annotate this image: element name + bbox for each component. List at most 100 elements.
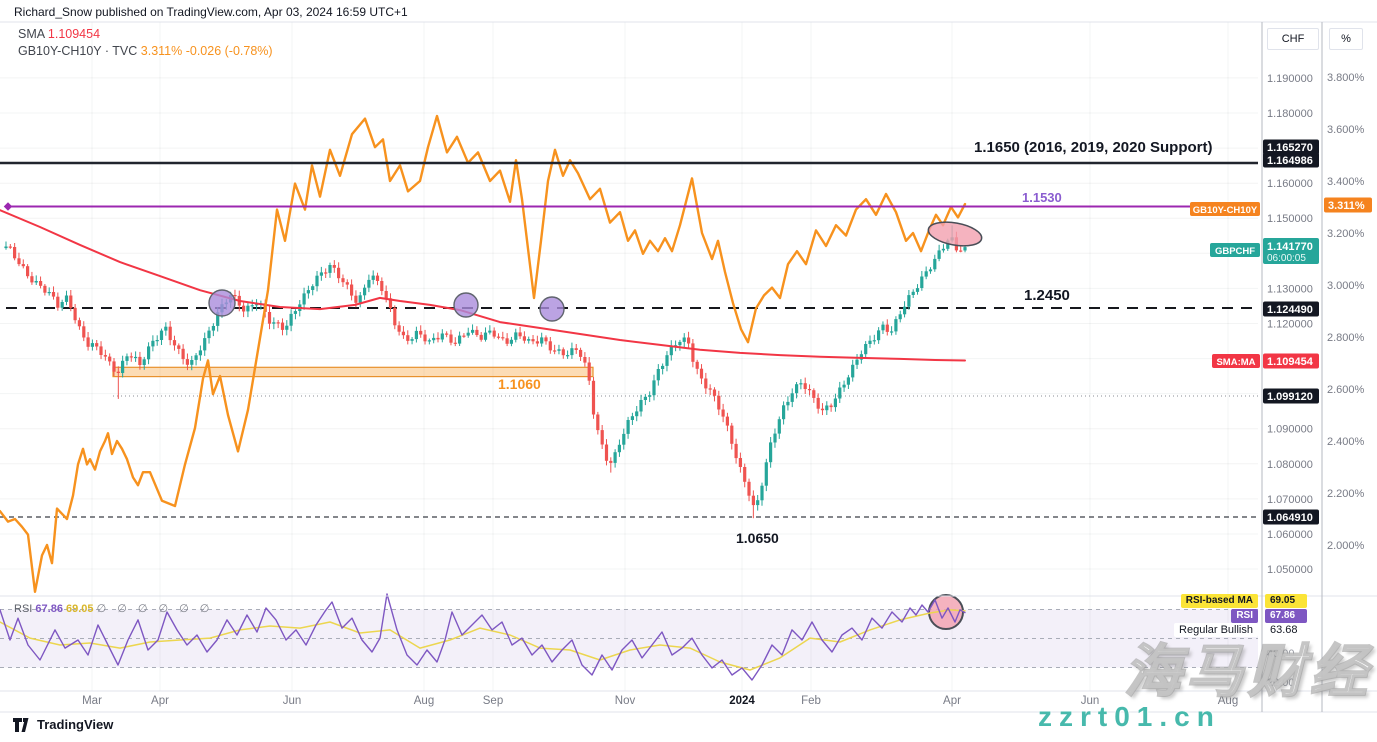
pink-ellipse-marker[interactable] [927, 218, 984, 249]
candlestick-series [4, 225, 967, 519]
sma-value: 1.109454 [47, 27, 101, 41]
price-axis-tag-text: 1.124490 [1267, 304, 1313, 316]
time-axis-label: Apr [943, 695, 961, 707]
pct-axis-tag [1324, 197, 1372, 213]
chf-axis-tick: 1.070000 [1267, 494, 1313, 506]
chf-axis-tick: 1.180000 [1267, 108, 1313, 120]
pct-axis-tick: 2.400% [1327, 436, 1365, 448]
pct-axis-tick: 2.800% [1327, 332, 1365, 344]
price-axis-tag [1263, 152, 1319, 168]
pct-axis-tick: 2.200% [1327, 488, 1365, 500]
time-axis-label: Jun [283, 695, 302, 707]
series-name-tag [1210, 243, 1260, 257]
tradingview-logo-icon [13, 717, 29, 732]
time-axis-label: Aug [1218, 695, 1238, 707]
time-axis-label: Aug [414, 695, 434, 707]
time-axis-label: Mar [82, 695, 102, 707]
pct-axis-tick: 3.400% [1327, 176, 1365, 188]
legend-sma-row[interactable]: SMA 1.109454 [18, 26, 273, 43]
chf-axis-tick: 1.190000 [1267, 73, 1313, 85]
rsi-axis-value: 67.86 [1265, 609, 1307, 623]
chf-axis-tick: 1.130000 [1267, 283, 1313, 295]
purple-line-handle[interactable] [3, 202, 13, 211]
footer-brand[interactable]: TradingView [13, 717, 113, 732]
rsi-legend-row[interactable]: RSI 67.86 69.05 ∅ ∅ ∅ ∅ ∅ ∅ [14, 602, 213, 615]
symbol-change: -0.026 (-0.78%) [185, 44, 273, 58]
rsi-ma-axis-value: 69.05 [1265, 594, 1307, 608]
rsi-scale-label: 20.00 [1267, 677, 1295, 689]
gbpchf-countdown: 06:00:05 [1267, 253, 1306, 264]
chf-axis-tick: 1.150000 [1267, 213, 1313, 225]
pct-axis-tick: 3.600% [1327, 124, 1365, 136]
chf-axis-tick: 1.080000 [1267, 459, 1313, 471]
price-axis-tag-text: 1.099120 [1267, 391, 1313, 403]
purple-circle-marker[interactable] [539, 296, 565, 322]
tradingview-logo-text: TradingView [37, 717, 114, 732]
regular-bullish-value: 63.68 [1265, 623, 1307, 637]
series-name-tag-text: GB10Y-CH10Y [1193, 205, 1258, 216]
time-axis-label: Nov [615, 695, 636, 707]
rsi-tag: RSI [1231, 609, 1258, 623]
time-axis-label: Jun [1081, 695, 1100, 707]
regular-bullish-label: Regular Bullish [1174, 623, 1258, 637]
price-axis-tag-text: 1.165270 [1267, 142, 1313, 154]
price-axis-tag [1263, 353, 1319, 369]
chf-axis-tick: 1.160000 [1267, 178, 1313, 190]
symbol-label: GB10Y-CH10Y · TVC [18, 44, 138, 58]
rsi-ma-axis-row: RSI-based MA 69.05 [0, 594, 1377, 608]
watermark-chinese: 海马财经 [1123, 639, 1372, 705]
gbpchf-price-tag [1263, 238, 1319, 264]
rsi-ma-tag: RSI-based MA [1180, 594, 1258, 608]
time-axis-label: Apr [151, 695, 169, 707]
watermark-site: zzrt01.cn [1038, 701, 1221, 732]
time-axis-label: Sep [483, 695, 503, 707]
price-axis-tag [1263, 388, 1319, 404]
pct-axis-tick: 2.600% [1327, 384, 1365, 396]
low-level-annotation[interactable]: 1.0650 [736, 530, 779, 546]
series-name-tag [1190, 202, 1260, 216]
series-name-tag [1212, 354, 1260, 368]
rsi-axis-row: RSI 67.86 [0, 609, 1377, 623]
price-axis-percent-button[interactable]: % [1329, 28, 1363, 50]
price-axis-tag [1263, 301, 1319, 317]
price-axis-currency-button[interactable]: CHF [1267, 28, 1319, 50]
rsi-hidden-values: ∅ ∅ ∅ ∅ ∅ ∅ [96, 603, 214, 615]
rsi-ma-line [0, 609, 966, 671]
purple-circle-marker[interactable] [453, 292, 479, 318]
published-byline: Richard_Snow published on TradingView.co… [14, 5, 408, 19]
time-axis-label: 2024 [729, 695, 755, 707]
rsi-line [0, 593, 966, 681]
time-axis-label: Feb [801, 695, 821, 707]
pct-axis-tag-text: 3.311% [1328, 200, 1365, 212]
series-name-tag-text: SMA:MA [1216, 357, 1255, 368]
legend-symbol-row[interactable]: GB10Y-CH10Y · TVC 3.311% -0.026 (-0.78%) [18, 43, 273, 60]
chf-axis-tick: 1.060000 [1267, 529, 1313, 541]
support-zone-rect[interactable] [112, 366, 594, 378]
pct-axis-tick: 3.000% [1327, 280, 1365, 292]
zone-level-annotation[interactable]: 1.1060 [498, 376, 541, 392]
spread-line [0, 114, 967, 593]
dashed-level-annotation[interactable]: 1.2450 [1024, 287, 1070, 304]
chf-axis-tick: 1.090000 [1267, 424, 1313, 436]
purple-level-annotation[interactable]: 1.1530 [1022, 190, 1062, 205]
chart-legend: SMA 1.109454 GB10Y-CH10Y · TVC 3.311% -0… [18, 26, 273, 60]
rsi-ma-value: 69.05 [66, 603, 94, 615]
regular-bullish-row: Regular Bullish 63.68 [0, 623, 1377, 637]
series-name-tag-text: GBPCHF [1215, 246, 1255, 257]
pct-axis-tick: 3.200% [1327, 228, 1365, 240]
pct-axis-tick: 3.800% [1327, 72, 1365, 84]
price-axis-tag [1263, 139, 1319, 155]
price-axis-tag-text: 1.109454 [1267, 356, 1314, 368]
rsi-scale-label: 40.00 [1267, 648, 1295, 660]
rsi-value: 67.86 [35, 603, 63, 615]
support-level-annotation[interactable]: 1.1650 (2016, 2019, 2020 Support) [974, 139, 1213, 156]
price-axis-tag [1263, 509, 1319, 525]
chf-axis-tick: 1.120000 [1267, 318, 1313, 330]
chf-axis-tick: 1.050000 [1267, 564, 1313, 576]
price-axis-tag-text: 1.064910 [1267, 512, 1313, 524]
sma-label: SMA [18, 27, 45, 41]
symbol-last-value: 3.311% [140, 44, 183, 58]
purple-circle-marker[interactable] [208, 289, 236, 317]
